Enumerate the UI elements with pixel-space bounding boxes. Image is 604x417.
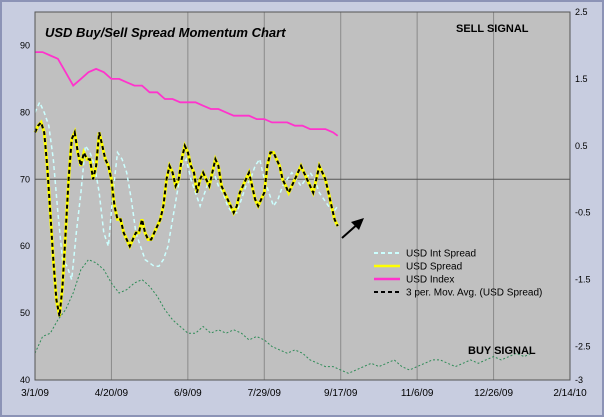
series-line-right-axis xyxy=(34,258,533,374)
left-tick-label: 80 xyxy=(20,107,30,117)
legend-label: 3 per. Mov. Avg. (USD Spread) xyxy=(406,288,542,299)
plot-area xyxy=(35,12,570,380)
arrow-annotation xyxy=(341,218,364,239)
x-tick-label: 6/9/09 xyxy=(174,388,202,399)
series-layer xyxy=(33,51,533,374)
right-tick-label: 2.5 xyxy=(575,7,588,17)
plot-border xyxy=(34,11,571,381)
left-tick-label: 50 xyxy=(20,308,30,318)
x-tick-label: 9/17/09 xyxy=(324,388,358,399)
right-tick-label: -3 xyxy=(575,375,583,385)
x-tick-label: 2/14/10 xyxy=(553,388,587,399)
series-line-usd-index xyxy=(35,51,339,137)
series-line-usd-int-spread xyxy=(34,100,339,280)
left-tick-label: 70 xyxy=(20,174,30,184)
legend-label: USD Int Spread xyxy=(406,249,476,260)
buy-signal-label: BUY SIGNAL xyxy=(468,345,536,357)
x-tick-label: 4/20/09 xyxy=(95,388,129,399)
legend-label: USD Spread xyxy=(406,262,462,273)
right-tick-label: 1.5 xyxy=(575,74,588,84)
left-tick-label: 60 xyxy=(20,241,30,251)
left-tick-label: 40 xyxy=(20,375,30,385)
right-tick-label: 0.5 xyxy=(575,141,588,151)
right-axis-ticks: -3 -2.5 -1.5 -0.5 0.5 1.5 2.5 xyxy=(575,7,591,385)
x-tick-label: 3/1/09 xyxy=(21,388,49,399)
right-tick-label: -2.5 xyxy=(575,342,591,352)
legend-label: USD Index xyxy=(406,275,454,286)
sell-signal-label: SELL SIGNAL xyxy=(456,23,529,35)
chart-title: USD Buy/Sell Spread Momentum Chart xyxy=(45,25,286,40)
x-tick-label: 7/29/09 xyxy=(248,388,282,399)
legend: USD Int Spread USD Spread USD Index 3 per. … xyxy=(374,249,542,299)
grid-lines xyxy=(110,12,495,380)
x-tick-label: 11/6/09 xyxy=(401,388,434,399)
right-tick-label: -1.5 xyxy=(575,275,591,285)
series-line-moving-average xyxy=(34,120,339,317)
x-tick-label: 12/26/09 xyxy=(474,388,513,399)
right-tick-label: -0.5 xyxy=(575,208,591,218)
left-tick-label: 90 xyxy=(20,40,30,50)
x-axis-ticks: 3/1/09 4/20/09 6/9/09 7/29/09 9/17/09 11/6/09… xyxy=(21,388,587,399)
left-axis-ticks: 40 50 60 70 80 90 xyxy=(20,40,30,385)
